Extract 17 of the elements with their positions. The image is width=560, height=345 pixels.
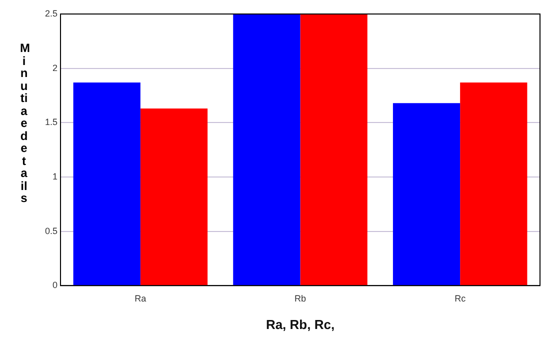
y-tick-label: 2 [52, 62, 58, 73]
bar [73, 82, 140, 286]
bar [300, 14, 368, 286]
x-tick-label: Rb [294, 293, 306, 304]
y-tick-label: 0 [52, 280, 58, 290]
y-tick-label: 2.5 [44, 8, 58, 18]
x-tick-label: Ra [134, 293, 146, 304]
x-axis-title: Ra, Rb, Rc, [266, 316, 335, 332]
y-tick-label: 1.5 [44, 117, 58, 128]
bar [392, 103, 460, 286]
x-tick-label: Rc [454, 293, 466, 304]
y-tick-label: 0.5 [44, 226, 58, 236]
bar [140, 108, 208, 286]
bar [233, 14, 300, 286]
y-tick-label: 1 [52, 171, 58, 182]
bar [460, 82, 528, 286]
text: Minutiae details [20, 41, 30, 205]
